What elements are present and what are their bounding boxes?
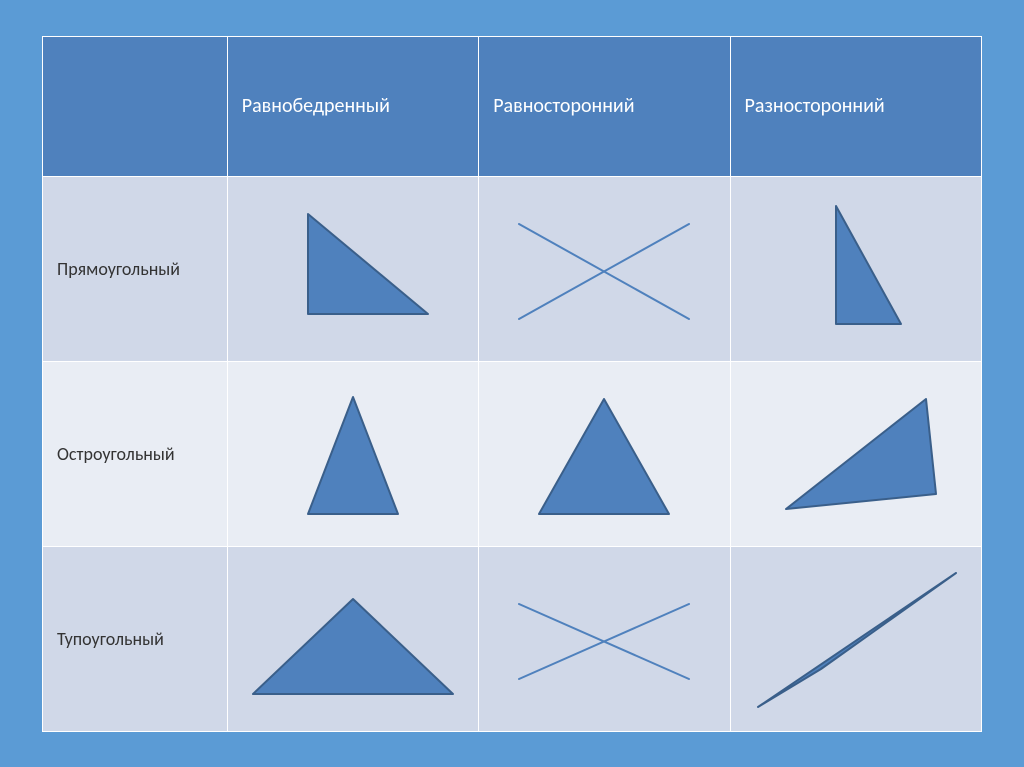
col-header-isosceles: Равнобедренный (227, 36, 478, 176)
triangle-classification-table: Равнобедренный Равносторонний Разносторо… (42, 36, 982, 732)
row-right: Прямоугольный (43, 176, 982, 361)
col-header-equilateral: Равносторонний (479, 36, 730, 176)
cell-acute-scalene (730, 361, 981, 546)
row-acute: Остроугольный (43, 361, 982, 546)
cell-right-equilateral (479, 176, 730, 361)
cell-obtuse-scalene (730, 546, 981, 731)
col-header-scalene: Разносторонний (730, 36, 981, 176)
row-label-obtuse: Тупоугольный (43, 546, 228, 731)
row-label-right: Прямоугольный (43, 176, 228, 361)
cell-acute-equilateral (479, 361, 730, 546)
col-label: Равносторонний (493, 94, 634, 118)
row-label: Остроугольный (57, 443, 175, 465)
page: Равнобедренный Равносторонний Разносторо… (0, 0, 1024, 767)
cell-right-scalene (730, 176, 981, 361)
row-obtuse: Тупоугольный (43, 546, 982, 731)
col-label: Разносторонний (745, 94, 885, 118)
cell-obtuse-equilateral (479, 546, 730, 731)
row-label-acute: Остроугольный (43, 361, 228, 546)
col-label: Равнобедренный (242, 94, 390, 118)
row-label: Прямоугольный (57, 258, 180, 280)
header-row: Равнобедренный Равносторонний Разносторо… (43, 36, 982, 176)
cell-acute-isosceles (227, 361, 478, 546)
cell-obtuse-isosceles (227, 546, 478, 731)
row-label: Тупоугольный (57, 628, 164, 650)
corner-cell (43, 36, 228, 176)
cell-right-isosceles (227, 176, 478, 361)
